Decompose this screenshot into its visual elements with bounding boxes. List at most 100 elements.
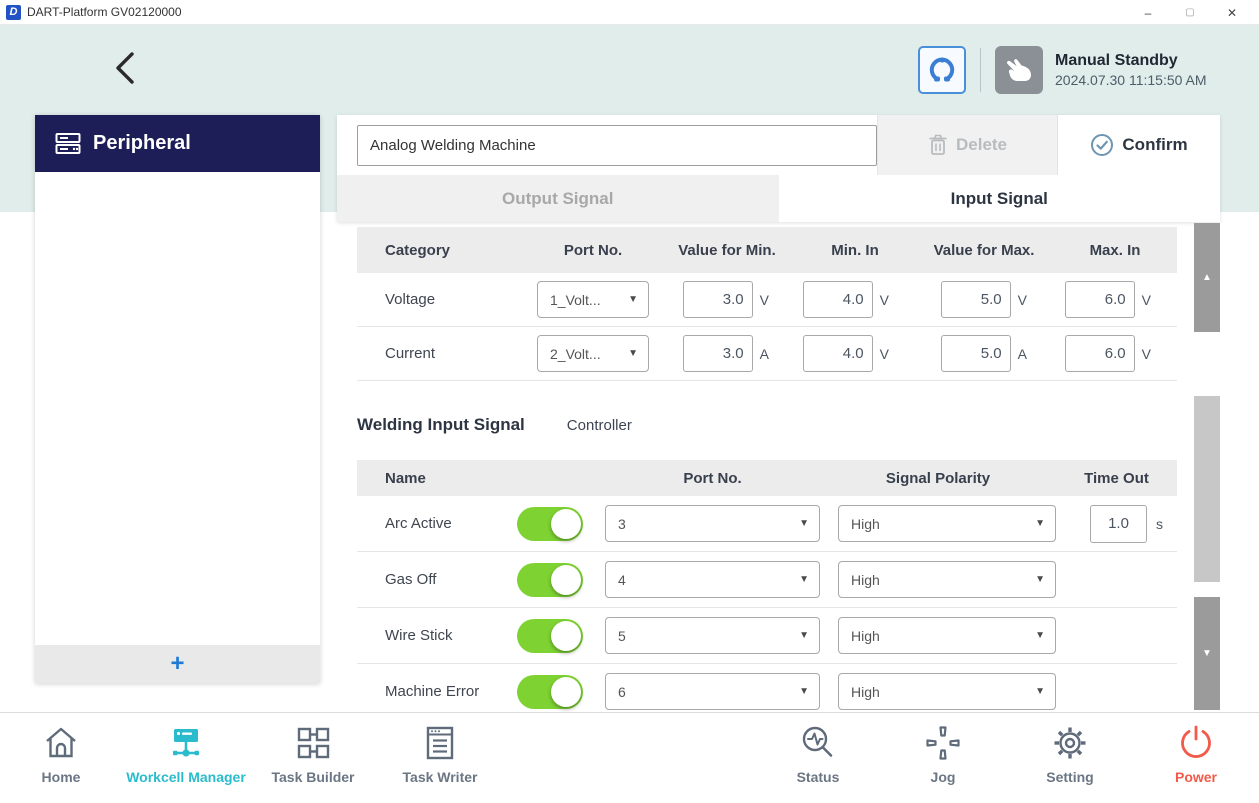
machine-error-toggle[interactable] [517,674,583,709]
gas-off-port-dropdown[interactable]: 4 ▼ [605,561,820,598]
voltage-value-for-min-input[interactable] [682,281,753,318]
close-button[interactable]: ✕ [1226,5,1238,20]
tab-output-signal[interactable]: Output Signal [337,175,779,222]
delete-button[interactable]: Delete [877,115,1057,175]
signal-tabs: Output Signal Input Signal [337,175,1220,222]
analog-row-voltage: Voltage 1_Volt... ▼ V V V V [357,273,1177,327]
current-value-for-min-input[interactable] [682,335,753,372]
scroll-down-button[interactable]: ▼ [1194,597,1220,710]
status-icon [802,726,833,757]
col-category: Category [385,241,451,259]
confirm-label: Confirm [1122,135,1188,154]
wire-stick-toggle[interactable] [517,618,583,653]
col-name: Name [385,469,426,487]
current-max-in-input[interactable] [1064,335,1135,372]
col-min-in: Min. In [831,241,879,259]
current-port-dropdown[interactable]: 2_Volt... ▼ [537,335,649,372]
machine-error-polarity-dropdown[interactable]: High ▼ [838,673,1056,710]
nav-label: Task Writer [402,769,478,785]
tab-input-signal[interactable]: Input Signal [778,175,1220,222]
robot-gripper-button[interactable] [918,46,966,94]
chevron-down-icon: ▼ [799,574,809,585]
analog-row-current: Current 2_Volt... ▼ A V A V [357,327,1177,381]
category-label: Voltage [385,291,436,308]
unit-label: V [759,291,769,308]
voltage-max-in-input[interactable] [1064,281,1135,318]
arc-active-polarity-dropdown[interactable]: High ▼ [838,505,1056,542]
nav-setting[interactable]: Setting [1010,723,1130,785]
nav-home[interactable]: Home [1,723,121,785]
nav-label: Status [796,769,840,785]
col-value-for-min: Value for Min. [678,241,776,259]
gas-off-toggle[interactable] [517,562,583,597]
toggle-knob [551,676,581,707]
chevron-down-icon: ▼ [799,686,809,697]
task-builder-icon [297,727,330,759]
port-value: 5 [618,627,626,644]
sidebar-header[interactable]: Peripheral [35,115,320,172]
category-label: Current [385,345,436,362]
voltage-port-value: 1_Volt... [550,291,601,308]
maximize-button[interactable]: ▢ [1185,7,1195,18]
scrollbar-thumb[interactable] [1194,396,1220,582]
signal-name-label: Machine Error [385,683,480,700]
wire-stick-polarity-dropdown[interactable]: High ▼ [838,617,1056,654]
welding-row-arc-active: Arc Active 3 ▼ High ▼ s [357,496,1177,552]
nav-label: Workcell Manager [126,769,246,785]
wire-stick-port-dropdown[interactable]: 5 ▼ [605,617,820,654]
chevron-down-icon: ▼ [628,348,638,359]
chevron-down-icon: ▼ [1035,630,1045,641]
voltage-min-in-input[interactable] [802,281,873,318]
section-title: Welding Input Signal [357,415,525,434]
delete-label: Delete [955,135,1008,154]
current-value-for-max-input[interactable] [940,335,1011,372]
toggle-knob [551,620,581,651]
signal-name-label: Arc Active [385,515,452,532]
voltage-port-dropdown[interactable]: 1_Volt... ▼ [537,281,649,318]
section-subtitle: Controller [566,416,632,434]
titlebar: D DART-Platform GV02120000 – ▢ ✕ [0,0,1259,25]
welding-input-signal-section: Welding Input Signal Controller [357,405,1177,445]
machine-error-port-dropdown[interactable]: 6 ▼ [605,673,820,710]
setting-gear-icon [1054,727,1086,759]
nav-task-writer[interactable]: Task Writer [380,723,500,785]
power-icon [1181,725,1211,758]
nav-jog[interactable]: Jog [883,723,1003,785]
manual-mode-button[interactable] [995,46,1043,94]
current-port-value: 2_Volt... [550,345,601,362]
arc-active-toggle[interactable] [517,506,583,541]
signal-name-label: Wire Stick [385,627,453,644]
peripheral-list [35,172,320,645]
app-logo-icon: D [6,4,21,20]
back-button[interactable] [103,46,147,90]
nav-status[interactable]: Status [758,723,878,785]
gas-off-polarity-dropdown[interactable]: High ▼ [838,561,1056,598]
workcell-manager-icon [173,729,199,757]
peripheral-name-input[interactable] [357,124,877,166]
arc-active-port-dropdown[interactable]: 3 ▼ [605,505,820,542]
nav-task-builder[interactable]: Task Builder [253,723,373,785]
welding-row-machine-error: Machine Error 6 ▼ High ▼ [357,664,1177,712]
chevron-down-icon: ▼ [1035,574,1045,585]
unit-label: A [1017,345,1027,362]
scroll-up-button[interactable]: ▲ [1194,223,1220,332]
robot-gripper-icon [929,57,955,82]
add-peripheral-button[interactable]: + [35,645,320,683]
chevron-down-icon: ▼ [1035,686,1045,697]
current-min-in-input[interactable] [802,335,873,372]
input-signal-panel: Category Port No. Value for Min. Min. In… [337,222,1259,712]
confirm-button[interactable]: Confirm [1057,115,1220,175]
arc-active-timeout-input[interactable] [1090,504,1147,543]
jog-icon [926,726,960,760]
voltage-value-for-max-input[interactable] [940,281,1011,318]
chevron-down-icon: ▼ [1035,518,1045,529]
unit-label: V [1017,291,1027,308]
polarity-value: High [851,571,880,588]
nav-power[interactable]: Power [1136,723,1256,785]
nav-workcell-manager[interactable]: Workcell Manager [116,723,256,785]
name-input-wrap [337,115,877,175]
col-value-for-max: Value for Max. [933,241,1035,259]
minimize-button[interactable]: – [1144,5,1152,20]
scroll-up-icon: ▲ [1202,272,1212,283]
bottom-navbar: Home Workcell Manager [0,712,1259,803]
